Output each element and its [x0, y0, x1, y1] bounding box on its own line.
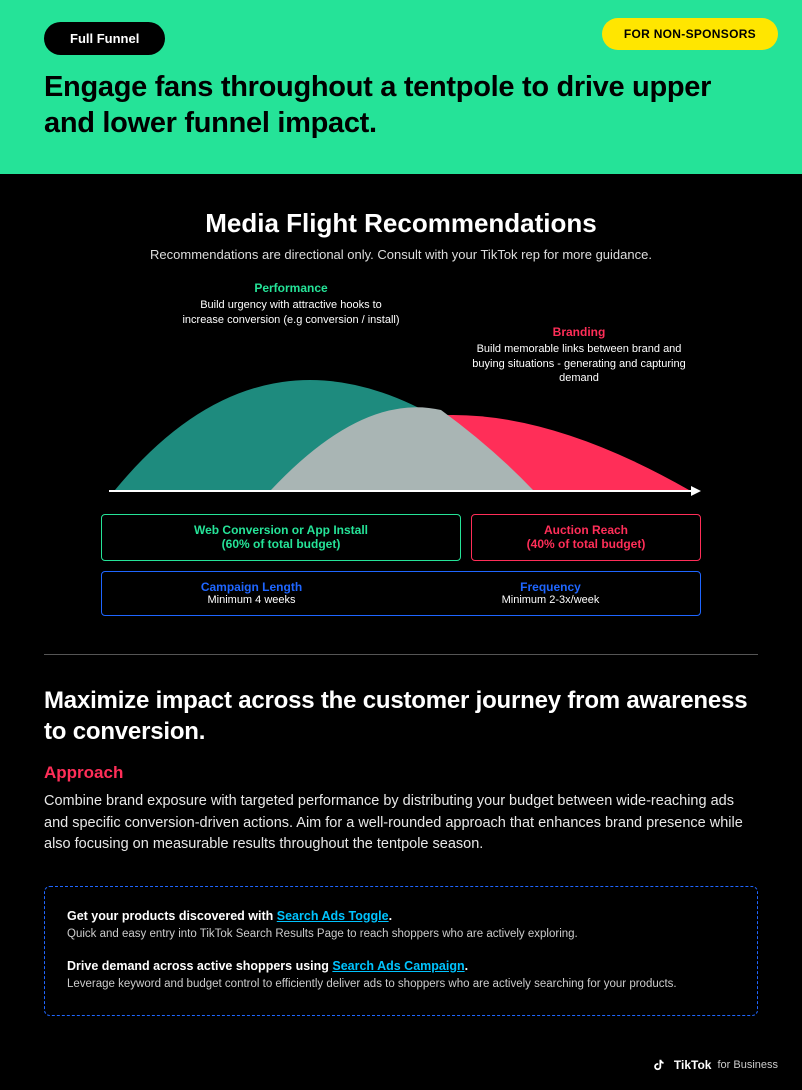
x-axis-arrow: [691, 486, 701, 496]
footer-sub: for Business: [717, 1059, 778, 1071]
flight-subtitle: Recommendations are directional only. Co…: [44, 247, 758, 262]
callout-1-post: .: [389, 909, 392, 923]
campaign-length-sub: Minimum 4 weeks: [102, 594, 401, 606]
performance-body: Build urgency with attractive hooks to i…: [182, 299, 399, 326]
performance-heading: Performance: [181, 280, 401, 296]
main-content: Media Flight Recommendations Recommendat…: [0, 174, 802, 1043]
budget-row: Web Conversion or App Install (60% of to…: [101, 514, 701, 561]
campaign-length: Campaign Length Minimum 4 weeks: [102, 580, 401, 606]
audience-badge: FOR NON-SPONSORS: [602, 18, 778, 50]
branding-heading: Branding: [469, 324, 689, 340]
category-pill: Full Funnel: [44, 22, 165, 55]
campaign-frequency-sub: Minimum 2-3x/week: [401, 594, 700, 606]
budget-box-performance: Web Conversion or App Install (60% of to…: [101, 514, 461, 561]
footer: TikTok for Business: [0, 1042, 802, 1090]
budget-perf-title: Web Conversion or App Install: [108, 523, 454, 537]
approach-label: Approach: [44, 763, 758, 783]
callout-item-2-lead: Drive demand across active shoppers usin…: [67, 957, 735, 976]
footer-brand: TikTok: [674, 1058, 712, 1072]
flight-chart: Performance Build urgency with attractiv…: [101, 280, 701, 500]
tiktok-icon: [652, 1058, 666, 1072]
budget-box-branding: Auction Reach (40% of total budget): [471, 514, 701, 561]
section-divider: [44, 654, 758, 655]
flight-title: Media Flight Recommendations: [44, 208, 758, 239]
callout-item-2-desc: Leverage keyword and budget control to e…: [67, 976, 735, 993]
branding-body: Build memorable links between brand and …: [472, 343, 685, 385]
callout-item-1-lead: Get your products discovered with Search…: [67, 907, 735, 926]
hero-title: Engage fans throughout a tentpole to dri…: [44, 69, 758, 142]
search-ads-campaign-link[interactable]: Search Ads Campaign: [332, 959, 464, 973]
search-ads-toggle-link[interactable]: Search Ads Toggle: [277, 909, 389, 923]
callout-2-post: .: [465, 959, 468, 973]
campaign-frequency-title: Frequency: [401, 580, 700, 594]
callout-1-pre: Get your products discovered with: [67, 909, 277, 923]
budget-brand-title: Auction Reach: [478, 523, 694, 537]
branding-label: Branding Build memorable links between b…: [469, 324, 689, 387]
campaign-meta-row: Campaign Length Minimum 4 weeks Frequenc…: [101, 571, 701, 616]
performance-label: Performance Build urgency with attractiv…: [181, 280, 401, 328]
budget-perf-sub: (60% of total budget): [108, 537, 454, 551]
hero-banner: Full Funnel FOR NON-SPONSORS Engage fans…: [0, 0, 802, 174]
budget-brand-sub: (40% of total budget): [478, 537, 694, 551]
journey-heading: Maximize impact across the customer jour…: [44, 685, 758, 747]
approach-body: Combine brand exposure with targeted per…: [44, 791, 758, 856]
search-ads-callout: Get your products discovered with Search…: [44, 886, 758, 1016]
callout-2-pre: Drive demand across active shoppers usin…: [67, 959, 332, 973]
campaign-length-title: Campaign Length: [102, 580, 401, 594]
campaign-frequency: Frequency Minimum 2-3x/week: [401, 580, 700, 606]
callout-item-1-desc: Quick and easy entry into TikTok Search …: [67, 926, 735, 943]
